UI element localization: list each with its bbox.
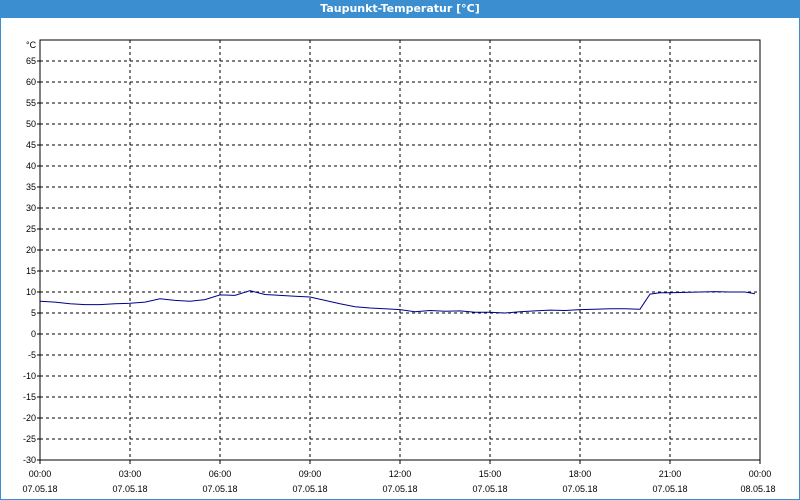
x-tick-time: 03:00 <box>119 469 142 479</box>
y-tick-label: -15 <box>23 392 36 402</box>
x-tick-time: 18:00 <box>569 469 592 479</box>
x-tick-time: 00:00 <box>749 469 772 479</box>
x-tick-time: 06:00 <box>209 469 232 479</box>
x-tick-date: 07.05.18 <box>652 484 687 494</box>
series-line-dew-point <box>39 290 756 314</box>
x-tick-time: 15:00 <box>479 469 502 479</box>
y-tick-label: 65 <box>26 56 36 66</box>
x-tick-date: 07.05.18 <box>562 484 597 494</box>
y-tick-label: 25 <box>26 224 36 234</box>
x-tick-time: 09:00 <box>299 469 322 479</box>
x-tick-date: 07.05.18 <box>202 484 237 494</box>
x-tick-date: 07.05.18 <box>112 484 147 494</box>
x-tick-date: 07.05.18 <box>382 484 417 494</box>
y-tick-label: -25 <box>23 434 36 444</box>
y-tick-label: -30 <box>23 455 36 465</box>
y-tick-label: 5 <box>31 308 36 318</box>
x-tick-date: 07.05.18 <box>292 484 327 494</box>
chart-title: Taupunkt-Temperatur [°C] <box>0 0 800 18</box>
y-tick-label: -5 <box>28 350 36 360</box>
y-tick-label: 0 <box>31 329 36 339</box>
x-tick-date: 07.05.18 <box>472 484 507 494</box>
x-tick-date: 07.05.18 <box>22 484 57 494</box>
y-axis: 65605550454035302520151050-5-10-15-20-25… <box>23 56 40 465</box>
x-tick-date: 08.05.18 <box>740 484 775 494</box>
x-axis: 00:00 07.05.18 03:00 07.05.18 06:00 07.05.18 0… <box>22 460 776 494</box>
grid-lines <box>40 40 760 460</box>
y-tick-label: 15 <box>26 266 36 276</box>
y-tick-label: 40 <box>26 161 36 171</box>
y-tick-label: 20 <box>26 245 36 255</box>
y-tick-label: 30 <box>26 203 36 213</box>
y-tick-label: 45 <box>26 140 36 150</box>
y-tick-label: -10 <box>23 371 36 381</box>
x-tick-time: 21:00 <box>659 469 682 479</box>
y-tick-label: 10 <box>26 287 36 297</box>
y-tick-label: -20 <box>23 413 36 423</box>
y-tick-label: 55 <box>26 98 36 108</box>
y-axis-label: °C <box>26 40 37 50</box>
y-tick-label: 35 <box>26 182 36 192</box>
x-tick-time: 00:00 <box>29 469 52 479</box>
x-tick-time: 12:00 <box>389 469 412 479</box>
y-tick-label: 50 <box>26 119 36 129</box>
y-tick-label: 60 <box>26 77 36 87</box>
